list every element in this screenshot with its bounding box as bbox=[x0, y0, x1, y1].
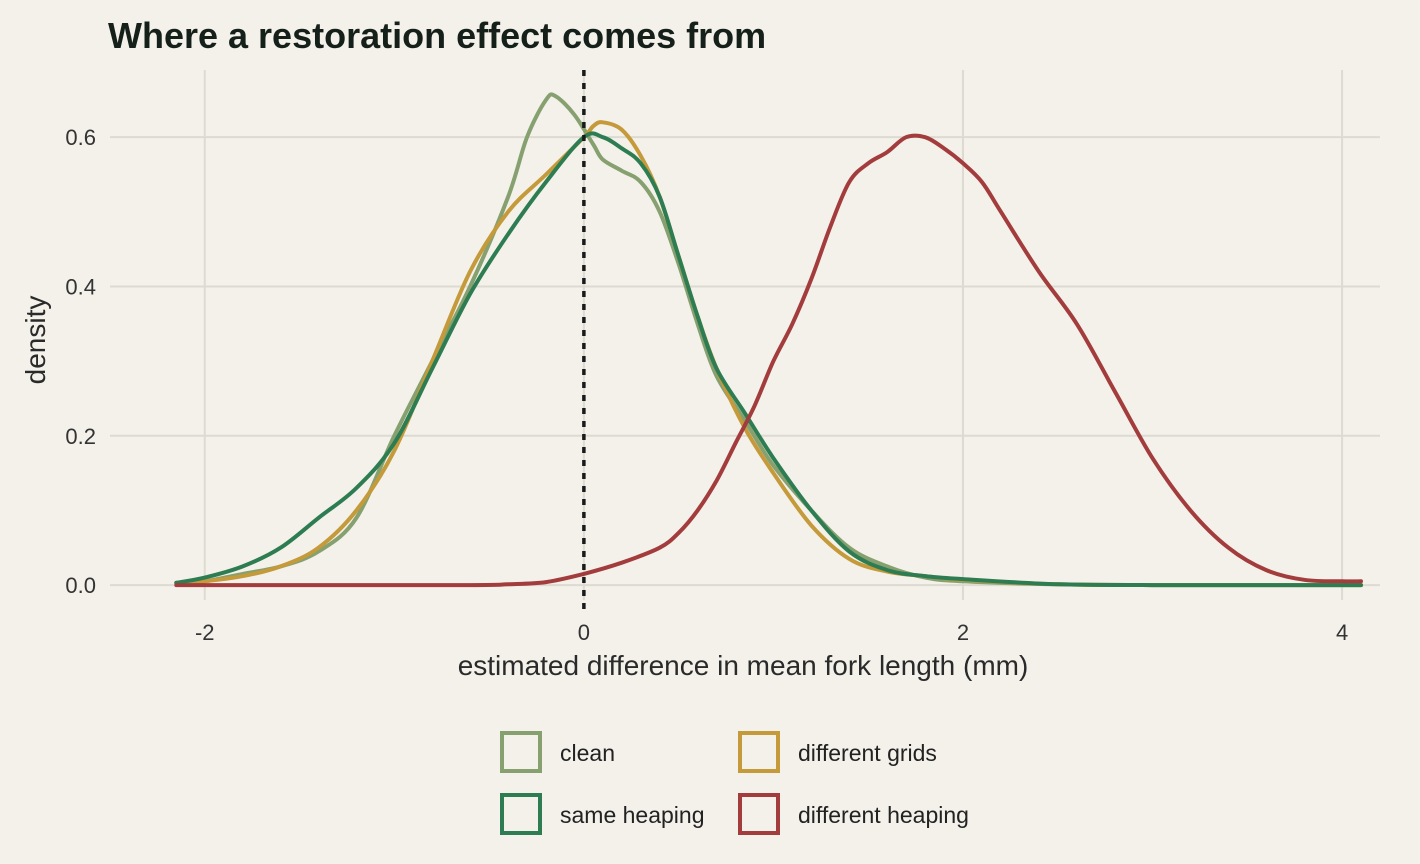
legend-swatch-different-grids bbox=[738, 731, 780, 773]
series-line-different-heaping bbox=[174, 133, 1363, 588]
legend: clean different grids same heaping differen… bbox=[500, 731, 969, 835]
x-tick-label: -2 bbox=[195, 620, 215, 645]
legend-swatch-clean bbox=[500, 731, 542, 773]
tick-labels: -2 0 2 4 0.0 0.2 0.4 0.6 bbox=[65, 125, 1348, 645]
x-tick-label: 4 bbox=[1336, 620, 1348, 645]
x-tick-label: 2 bbox=[957, 620, 969, 645]
legend-swatch-same-heaping bbox=[500, 793, 542, 835]
series-line-different-grids bbox=[174, 120, 1363, 588]
legend-label-different-grids: different grids bbox=[798, 740, 937, 766]
series-line-same-heaping bbox=[174, 131, 1363, 588]
y-axis-title: density bbox=[20, 296, 51, 385]
grid bbox=[110, 70, 1380, 600]
y-tick-label: 0.6 bbox=[65, 125, 96, 150]
y-tick-label: 0.0 bbox=[65, 573, 96, 598]
legend-label-same-heaping: same heaping bbox=[560, 802, 705, 828]
x-axis-title: estimated difference in mean fork length… bbox=[458, 650, 1029, 681]
x-tick-label: 0 bbox=[578, 620, 590, 645]
legend-label-clean: clean bbox=[560, 740, 615, 766]
legend-label-different-heaping: different heaping bbox=[798, 802, 969, 828]
y-tick-label: 0.2 bbox=[65, 424, 96, 449]
chart-title: Where a restoration effect comes from bbox=[108, 15, 766, 56]
y-tick-label: 0.4 bbox=[65, 274, 96, 299]
legend-swatch-different-heaping bbox=[738, 793, 780, 835]
series-lines bbox=[174, 92, 1363, 588]
